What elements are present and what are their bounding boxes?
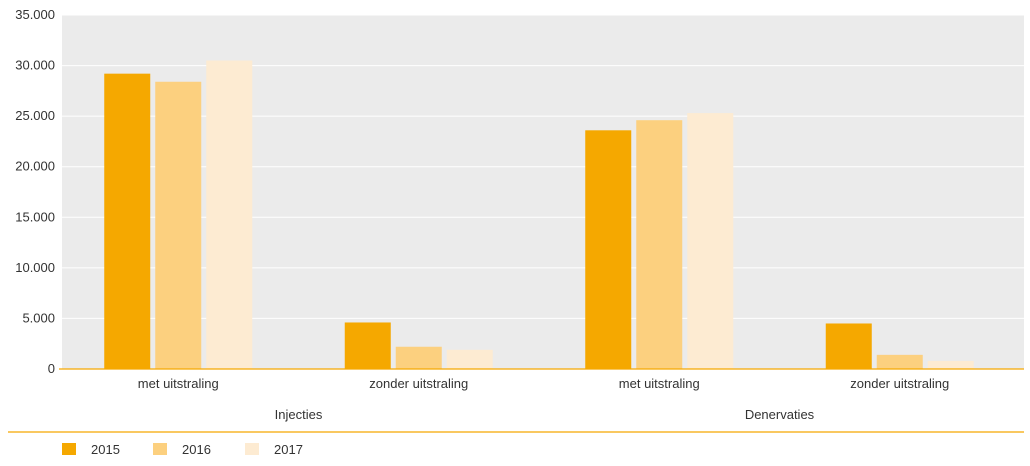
bar-2016 [876,354,923,369]
bar-2015 [104,73,151,370]
y-tick-label: 10.000 [15,260,55,275]
legend-item-2017: 2017 [245,442,303,457]
bar-2016 [395,346,442,369]
y-tick-label: 30.000 [15,58,55,73]
legend-swatch [62,443,76,455]
legend-item-2016: 2016 [153,442,211,457]
y-tick-label: 0 [48,361,55,376]
bar-2015 [585,130,632,369]
category-label: met uitstraling [619,376,700,391]
legend-label: 2015 [91,442,120,457]
bar-2016 [155,81,202,370]
legend-label: 2016 [182,442,211,457]
bar-2017 [687,113,734,369]
y-tick-label: 5.000 [22,310,55,325]
bar-2017 [446,349,493,369]
y-tick-label: 25.000 [15,108,55,123]
legend-swatch [245,443,259,455]
legend: 2015 2016 2017 [62,442,303,457]
category-label: zonder uitstraling [369,376,468,391]
y-tick-label: 20.000 [15,159,55,174]
y-tick-label: 35.000 [15,7,55,22]
category-label: zonder uitstraling [850,376,949,391]
group-labels: Injecties Denervaties [275,407,815,422]
y-tick-label: 15.000 [15,209,55,224]
legend-item-2015: 2015 [62,442,120,457]
y-axis-tick-labels: 0 5.000 10.000 15.000 20.000 25.000 30.000 35.0… [15,7,55,376]
bar-2017 [206,60,253,370]
bar-2016 [636,120,683,369]
group-label: Injecties [275,407,323,422]
bar-2017 [927,360,974,369]
legend-swatch [153,443,167,455]
bar-2015 [825,323,872,369]
legend-label: 2017 [274,442,303,457]
bars [104,60,974,370]
bar-2015 [344,322,391,369]
category-labels: met uitstraling zonder uitstraling met uit… [138,376,949,391]
category-label: met uitstraling [138,376,219,391]
group-label: Denervaties [745,407,815,422]
